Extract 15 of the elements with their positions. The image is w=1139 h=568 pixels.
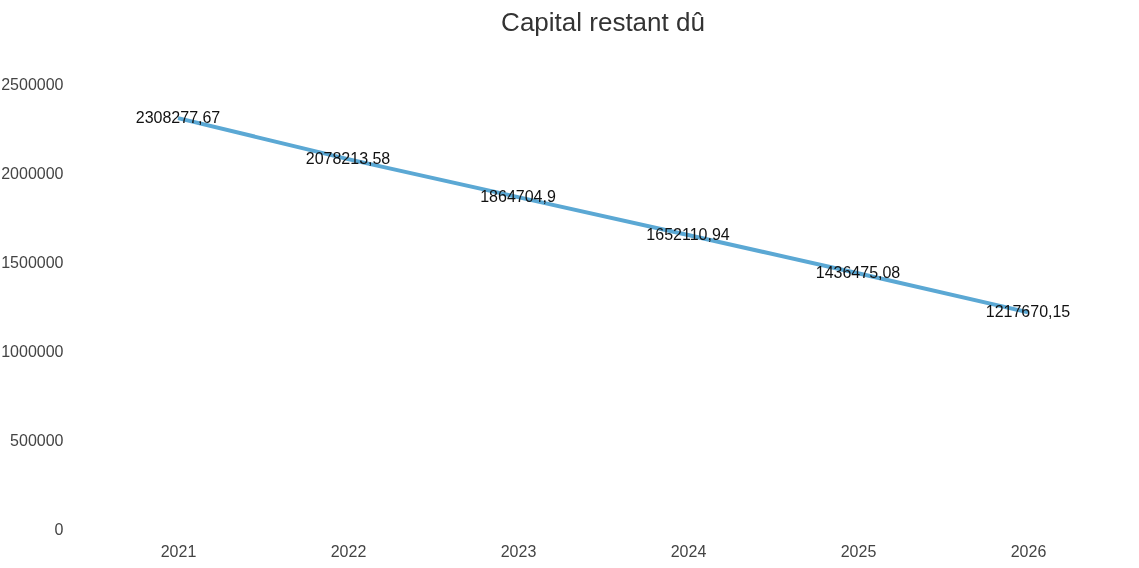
y-tick-label: 2000000 bbox=[1, 164, 64, 182]
y-tick-label: 500000 bbox=[10, 431, 64, 449]
y-tick-label: 0 bbox=[54, 520, 64, 538]
y-tick-label: 1500000 bbox=[1, 253, 64, 271]
x-tick-label: 2022 bbox=[330, 542, 367, 560]
chart-title: Capital restant dû bbox=[501, 7, 705, 37]
x-tick-label: 2024 bbox=[670, 542, 707, 560]
data-label: 2308277,67 bbox=[135, 109, 221, 127]
x-tick-label: 2021 bbox=[160, 542, 197, 560]
x-tick-label: 2025 bbox=[840, 542, 877, 560]
y-tick-label: 1000000 bbox=[1, 342, 64, 360]
x-tick-label: 2026 bbox=[1010, 542, 1047, 560]
y-tick-label: 2500000 bbox=[1, 75, 64, 93]
data-label: 1217670,15 bbox=[985, 303, 1071, 321]
x-tick-label: 2023 bbox=[500, 542, 537, 560]
